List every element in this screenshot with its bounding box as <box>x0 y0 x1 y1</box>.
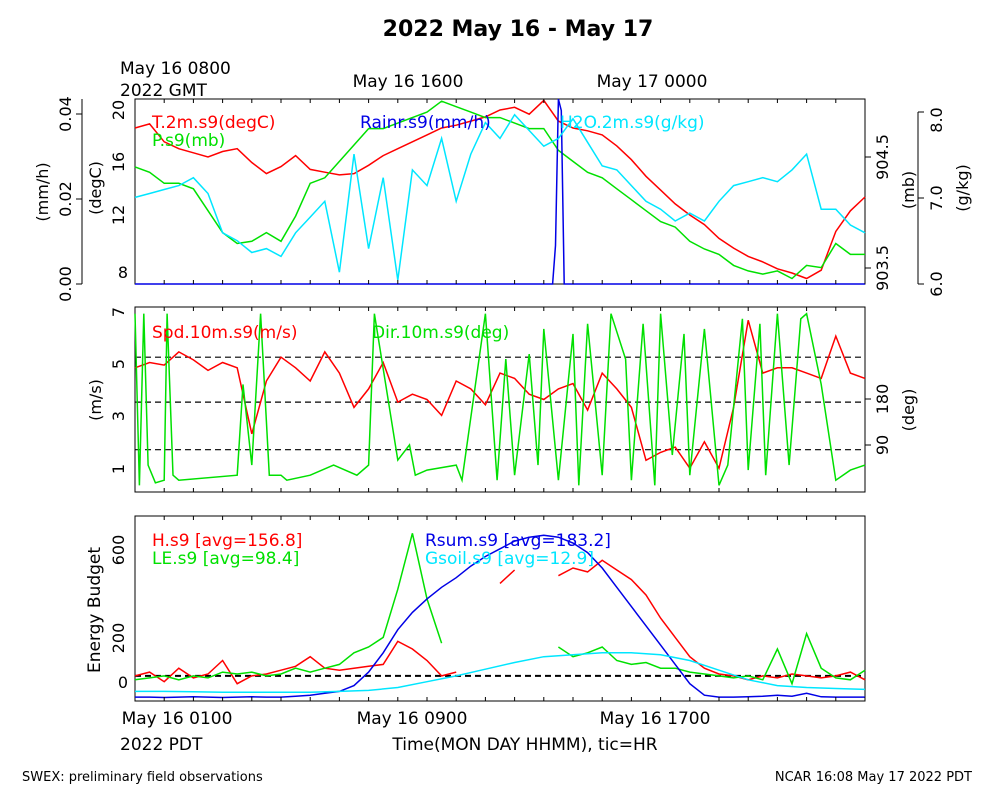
energy-tick-label: 200 <box>109 623 128 654</box>
dir-axis-label: (deg) <box>899 389 918 432</box>
panel-1-series <box>134 98 866 285</box>
temp-tick-label: 12 <box>109 205 128 225</box>
footer-right: NCAR 16:08 May 17 2022 PDT <box>775 770 972 785</box>
rain-tick-label: 0.02 <box>56 181 75 217</box>
panel-1: 0.00 0.02 0.04 (mm/h) 8 12 16 20 (degC) … <box>33 96 972 302</box>
temp-tick-label: 8 <box>118 263 128 282</box>
legend-le: LE.s9 [avg=98.4] <box>152 549 299 569</box>
legend-gsoil: Gsoil.s9 [avg=12.9] <box>425 549 594 569</box>
gmt-tick-label-3: May 17 0000 <box>597 72 708 92</box>
chart-title: 2022 May 16 - May 17 <box>383 17 654 42</box>
h2o-axis-label: (g/kg) <box>953 164 972 211</box>
pres-tick-label: 904.5 <box>873 134 892 180</box>
gmt-start-line2: 2022 GMT <box>120 81 208 101</box>
series-line-rainr-s9-mm-h <box>135 98 865 285</box>
panel-3: 0 200 600 Energy Budget H.s9 [avg=156.8]… <box>85 515 866 702</box>
energy-axis-label: Energy Budget <box>85 547 105 673</box>
panel-2-series <box>134 312 866 486</box>
legend-direction: Dir.10m.s9(deg) <box>372 323 509 343</box>
temp-tick-label: 20 <box>109 100 128 120</box>
pdt-tick-label-2: May 16 0900 <box>357 709 468 729</box>
panel-3-frame <box>134 515 866 702</box>
footer-left: SWEX: preliminary field observations <box>22 770 263 785</box>
temp-tick-label: 16 <box>109 152 128 172</box>
spd-tick-label: 5 <box>109 359 128 369</box>
gmt-tick-label-2: May 16 1600 <box>353 72 464 92</box>
dir-tick-label: 180 <box>873 384 892 415</box>
h2o-tick-label: 8.0 <box>927 107 946 132</box>
spd-axis-label: (m/s) <box>86 379 105 421</box>
pres-axis-label: (mb) <box>899 171 918 209</box>
temp-axis-label: (degC) <box>86 161 105 215</box>
pdt-tick-label-1-line2: 2022 PDT <box>120 735 203 755</box>
legend-h2o: H2O.2m.s9(g/kg) <box>560 113 705 133</box>
pres-tick-label: 903.5 <box>873 245 892 291</box>
energy-tick-label: 600 <box>109 535 128 566</box>
panel-3-series <box>134 533 866 699</box>
series-line-le-s9-avg-98-4 <box>134 533 866 686</box>
legend-pressure: P.s9(mb) <box>152 131 225 151</box>
rain-tick-label: 0.00 <box>56 266 75 302</box>
legend-t2m: T.2m.s9(degC) <box>151 113 275 133</box>
gmt-start-line1: May 16 0800 <box>120 59 231 79</box>
time-axis-ticks <box>163 99 866 701</box>
series-line-h2o-2m-s9-g-kg <box>134 113 866 281</box>
series-line-h-s9-avg-156-8 <box>134 559 866 685</box>
pdt-tick-label-3: May 16 1700 <box>600 709 711 729</box>
rain-axis-label: (mm/h) <box>33 162 52 221</box>
energy-tick-label: 0 <box>118 673 128 692</box>
series-line-p-s9-mb <box>134 100 865 280</box>
pdt-tick-label-1: May 16 0100 <box>122 709 233 729</box>
h2o-tick-label: 7.0 <box>927 185 946 210</box>
h2o-tick-label: 6.0 <box>927 271 946 296</box>
legend-rsum: Rsum.s9 [avg=183.2] <box>425 531 611 551</box>
time-axis-label: Time(MON DAY HHMM), tic=HR <box>391 735 657 755</box>
dir-tick-label: 90 <box>873 435 892 455</box>
spd-tick-label: 7 <box>109 307 128 317</box>
rain-tick-label: 0.04 <box>56 96 75 132</box>
series-line-gsoil-s9-avg-12-9 <box>135 652 866 694</box>
spd-tick-label: 1 <box>109 464 128 474</box>
legend-speed: Spd.10m.s9(m/s) <box>152 323 297 343</box>
legend-rain: Rainr.s9(mm/h) <box>360 113 491 133</box>
series-line-t-2m-s9-degc <box>134 99 866 280</box>
series-line-dir-10m-s9-deg <box>134 312 866 486</box>
panel-2: 1 3 5 7 (m/s) 90 180 (deg) Spd.10m.s9(m/… <box>86 306 918 493</box>
series-line-rsum-s9-avg-183-2 <box>135 534 865 699</box>
legend-h: H.s9 [avg=156.8] <box>152 531 302 551</box>
spd-tick-label: 3 <box>109 411 128 421</box>
